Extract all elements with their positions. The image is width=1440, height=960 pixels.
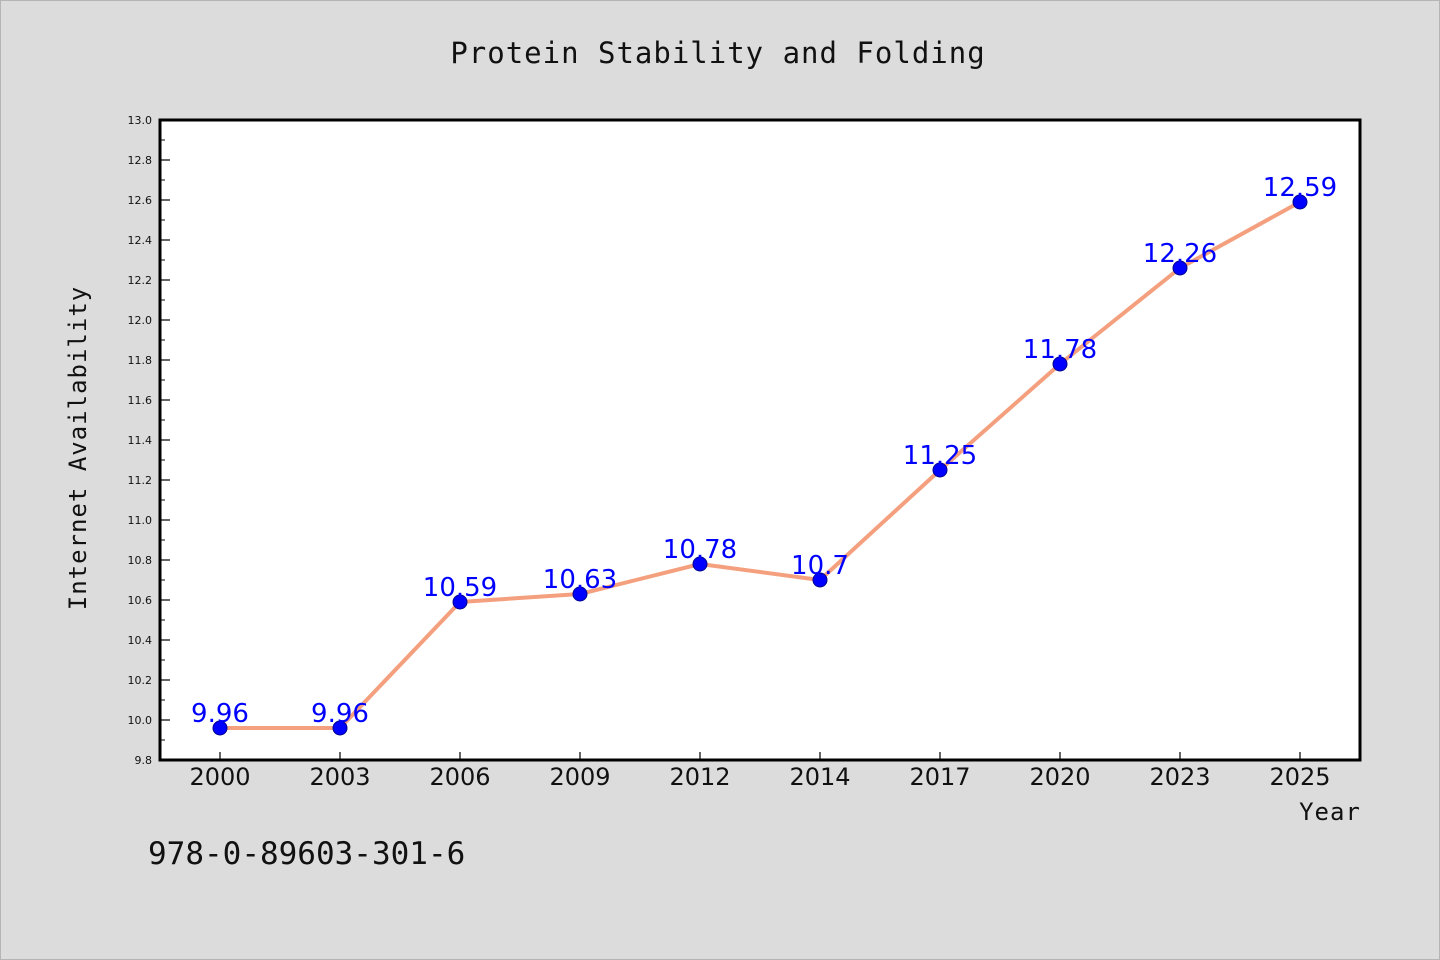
data-label: 9.96 xyxy=(311,699,369,729)
y-tick-label: 11.6 xyxy=(128,394,153,407)
data-point xyxy=(212,720,228,736)
chart-title: Protein Stability and Folding xyxy=(450,36,985,70)
data-point xyxy=(572,586,588,602)
data-point xyxy=(1172,260,1188,276)
x-tick-label: 2025 xyxy=(1269,763,1330,791)
data-point xyxy=(692,556,708,572)
data-label: 10.59 xyxy=(423,573,497,603)
x-axis-label: Year xyxy=(1299,798,1361,826)
y-tick-label: 12.8 xyxy=(128,154,153,167)
data-label: 10.63 xyxy=(543,565,617,595)
y-tick-label: 13.0 xyxy=(128,114,153,127)
x-tick-label: 2000 xyxy=(189,763,250,791)
y-tick-label: 12.2 xyxy=(128,274,153,287)
x-tick-label: 2014 xyxy=(789,763,850,791)
x-tick-label: 2003 xyxy=(309,763,370,791)
data-point xyxy=(332,720,348,736)
y-tick-label: 11.4 xyxy=(128,434,153,447)
data-label: 10.7 xyxy=(791,551,849,581)
y-tick-label: 10.4 xyxy=(128,634,153,647)
y-tick-label: 11.2 xyxy=(128,474,153,487)
data-label: 12.59 xyxy=(1263,173,1337,203)
x-tick-label: 2017 xyxy=(909,763,970,791)
x-tick-label: 2012 xyxy=(669,763,730,791)
y-tick-label: 12.4 xyxy=(128,234,153,247)
y-tick-label: 11.8 xyxy=(128,354,153,367)
y-tick-label: 10.2 xyxy=(128,674,153,687)
series-line xyxy=(218,200,1302,730)
data-label: 11.78 xyxy=(1023,335,1097,365)
y-axis-label: Internet Availability xyxy=(64,286,92,610)
y-tick-label: 10.8 xyxy=(128,554,153,567)
y-tick-label: 12.0 xyxy=(128,314,153,327)
data-label: 10.78 xyxy=(663,535,737,565)
x-tick-label: 2009 xyxy=(549,763,610,791)
x-axis: 2000 2003 2006 2009 2012 2014 2017 2020 2023 2025 xyxy=(189,752,1331,791)
series-layer: 9.96 9.96 10.59 10.63 10.78 10.7 11.25 11.78 12.… xyxy=(191,173,1337,736)
data-label: 12.26 xyxy=(1143,239,1217,269)
data-point xyxy=(1292,194,1308,210)
x-tick-label: 2020 xyxy=(1029,763,1090,791)
y-tick-label: 10.6 xyxy=(128,594,153,607)
data-point xyxy=(1052,356,1068,372)
data-label: 11.25 xyxy=(903,441,977,471)
data-label: 9.96 xyxy=(191,699,249,729)
y-tick-label: 9.8 xyxy=(135,754,153,767)
footer-code: 978-0-89603-301-6 xyxy=(148,836,465,872)
data-point xyxy=(812,572,828,588)
y-tick-label: 11.0 xyxy=(128,514,153,527)
plot-area xyxy=(160,120,1360,760)
data-point xyxy=(452,594,468,610)
x-tick-label: 2006 xyxy=(429,763,490,791)
x-tick-label: 2023 xyxy=(1149,763,1210,791)
y-axis: 9.8 10.0 10.2 10.4 10.6 10.8 11.0 11.2 11.4 11.6 1… xyxy=(128,114,170,767)
y-tick-label: 12.6 xyxy=(128,194,153,207)
data-point xyxy=(932,462,948,478)
y-tick-label: 10.0 xyxy=(128,714,153,727)
plot-frame xyxy=(158,118,1362,762)
